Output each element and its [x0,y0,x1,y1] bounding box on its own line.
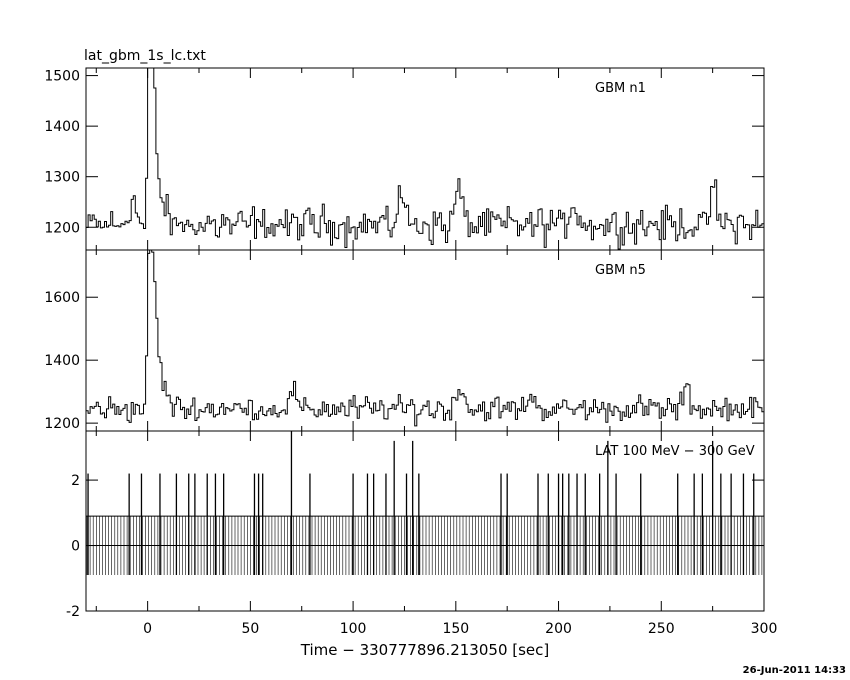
date-stamp: 26-Jun-2011 14:33 [743,665,846,676]
y-tick-label: 1200 [44,220,80,236]
y-tick-label: 2 [71,473,80,489]
panels: 1200 1300 1400 1500 GBM n1 1200 1400 1600 GBM n5… [44,67,765,620]
y-tick-label: -2 [66,604,80,620]
panel-label: LAT 100 MeV − 300 GeV [595,444,755,459]
lat-counts [86,431,764,575]
x-tick-label: 200 [545,621,572,637]
x-tick-label: 50 [241,621,259,637]
y-tick-label: 1400 [44,353,80,369]
y-tick-label: 1500 [44,69,80,85]
panel-label: GBM n5 [595,263,646,278]
x-axis: 0 50 100 150 200 250 300 [143,621,777,637]
y-tick-label: 1400 [44,119,80,135]
light-curve [86,68,764,250]
y-tick-label: 1300 [44,170,80,186]
light-curve [86,250,764,427]
chart-title: lat_gbm_1s_lc.txt [84,48,206,64]
x-tick-label: 150 [442,621,469,637]
panel-label: GBM n1 [595,81,646,96]
x-tick-label: 100 [340,621,367,637]
y-tick-label: 1600 [44,290,80,306]
series-line [86,250,764,427]
panel-3: -2 0 2 LAT 100 MeV − 300 GeV [66,430,765,620]
x-axis-label: Time − 330777896.213050 [sec] [300,641,550,659]
x-tick-label: 250 [648,621,675,637]
panel-1: 1200 1300 1400 1500 GBM n1 [44,67,765,251]
panel-frame [85,430,765,612]
x-tick-label: 300 [751,621,778,637]
panel-frame [85,249,765,432]
x-tick-label: 0 [143,621,152,637]
y-tick-label: 1200 [44,416,80,432]
y-tick-label: 0 [71,539,80,555]
panel-2: 1200 1400 1600 GBM n5 [44,249,765,432]
series-line [86,68,764,250]
